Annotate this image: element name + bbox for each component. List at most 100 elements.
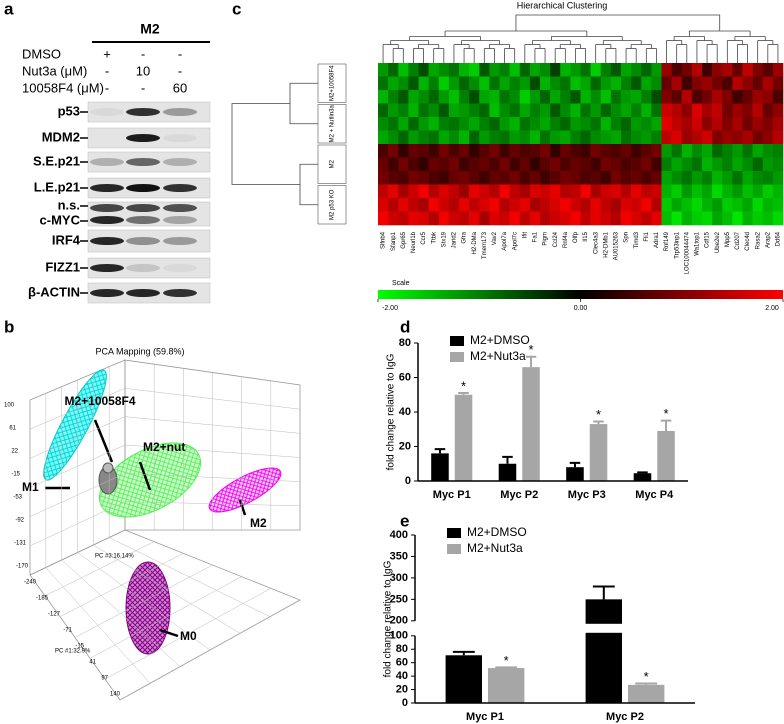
heatmap-cell <box>752 171 764 185</box>
heatmap-cell <box>519 103 531 118</box>
bar <box>445 655 482 703</box>
heatmap-cell <box>438 63 450 77</box>
heatmap-cell <box>732 63 743 77</box>
heatmap-cell <box>580 76 591 91</box>
heatmap-cell <box>519 157 531 172</box>
group-label: M2+10058F4 <box>64 394 135 408</box>
heatmap-cell <box>742 130 753 145</box>
heatmap-cell <box>428 157 440 172</box>
gene-label: Gpr65 <box>401 231 407 248</box>
heatmap-cell <box>641 76 652 91</box>
heatmap-cell <box>631 76 642 91</box>
heatmap-cell <box>681 184 693 199</box>
heatmap-cell <box>742 198 753 212</box>
heatmap-cell <box>702 90 713 104</box>
gene-label: Ccl24 <box>553 231 559 247</box>
heatmap-cell <box>570 211 581 226</box>
heatmap-cell <box>540 157 551 172</box>
heatmap-cell <box>519 184 531 199</box>
heatmap-cell <box>742 63 753 77</box>
gene-label: Stx19 <box>441 231 447 247</box>
heatmap-cell <box>752 144 764 158</box>
gene-label: Fa1 <box>533 231 539 242</box>
heatmap-cell <box>509 130 521 145</box>
heatmap-cell <box>448 76 460 91</box>
heatmap-cell <box>489 211 500 226</box>
legend-label: M2+DMSO <box>467 525 527 539</box>
significance: * <box>596 407 601 422</box>
gene-label: AU015263 <box>614 231 620 260</box>
heatmap-cell <box>722 184 733 199</box>
heatmap-cell <box>459 90 470 104</box>
gene-label: H2-DMb1 <box>603 231 609 257</box>
lane-mark: 10 <box>136 63 150 78</box>
y-tick-label: 80 <box>399 337 411 349</box>
heatmap-cell <box>580 171 591 185</box>
heatmap-cell <box>540 171 551 185</box>
heatmap-cell <box>479 90 490 104</box>
heatmap-cell <box>691 103 703 118</box>
heatmap-cell <box>772 171 784 185</box>
heatmap-cell <box>550 184 561 199</box>
heatmap-cell <box>722 171 733 185</box>
heatmap-cell <box>479 171 490 185</box>
gene-label: H2-DMa <box>472 231 478 254</box>
heatmap-cell <box>732 198 743 212</box>
heatmap-cell <box>509 171 521 185</box>
gene-label: Rasa2 <box>755 231 761 249</box>
panel-letter: e <box>400 511 409 530</box>
heatmap-cell <box>621 157 632 172</box>
heatmap-cell <box>691 211 703 226</box>
heatmap-cell <box>499 103 510 118</box>
heatmap-cell <box>661 211 672 226</box>
heatmap-cell <box>529 90 541 104</box>
lane-mark: - <box>178 63 182 78</box>
blot-label: IRF4 <box>52 232 81 247</box>
heatmap-cell <box>590 103 602 118</box>
heatmap-cell <box>448 103 460 118</box>
bar <box>585 599 622 703</box>
heatmap-cell <box>408 117 419 131</box>
heatmap-cell <box>772 198 784 212</box>
blot-label: β-ACTIN <box>28 284 80 299</box>
heatmap-cell <box>378 63 389 77</box>
heatmap-cell <box>529 184 541 199</box>
heatmap-cell <box>732 211 743 226</box>
error-bar <box>635 682 658 685</box>
heatmap-cell <box>641 144 652 158</box>
heatmap-cell <box>408 198 419 212</box>
pca-grid <box>124 501 301 507</box>
heatmap-cell <box>722 130 733 145</box>
heatmap-cell <box>610 117 622 131</box>
heatmap-cell <box>509 76 521 91</box>
blot-band <box>126 184 160 192</box>
heatmap-cell <box>752 184 764 199</box>
heatmap-cell <box>732 157 743 172</box>
blot-band <box>90 216 124 224</box>
scale-title: Scale <box>392 280 410 287</box>
heatmap-cell <box>590 184 602 199</box>
heatmap-cell <box>529 198 541 212</box>
bar <box>431 453 449 481</box>
row-group-box <box>317 144 347 184</box>
gene-label: Clec4a3 <box>593 231 599 254</box>
heatmap-cell <box>752 76 764 91</box>
heatmap-cell <box>600 171 612 185</box>
heatmap-cell <box>499 130 510 145</box>
heatmap-cell <box>550 63 561 77</box>
heatmap-cell <box>489 117 500 131</box>
heatmap-cell <box>529 63 541 77</box>
heatmap-cell <box>702 184 713 199</box>
heatmap-cell <box>712 63 723 77</box>
heatmap-cell <box>691 184 703 199</box>
heatmap-cell <box>590 144 602 158</box>
heatmap-cell <box>570 144 581 158</box>
legend-swatch <box>450 352 464 362</box>
heatmap-cell <box>590 63 602 77</box>
heatmap-cell <box>681 171 693 185</box>
heatmap-cell <box>722 63 733 77</box>
x-tick-label: Myc P2 <box>500 489 538 501</box>
blot-band <box>126 216 160 224</box>
heatmap-cell <box>712 171 723 185</box>
heatmap-cell <box>388 211 399 226</box>
